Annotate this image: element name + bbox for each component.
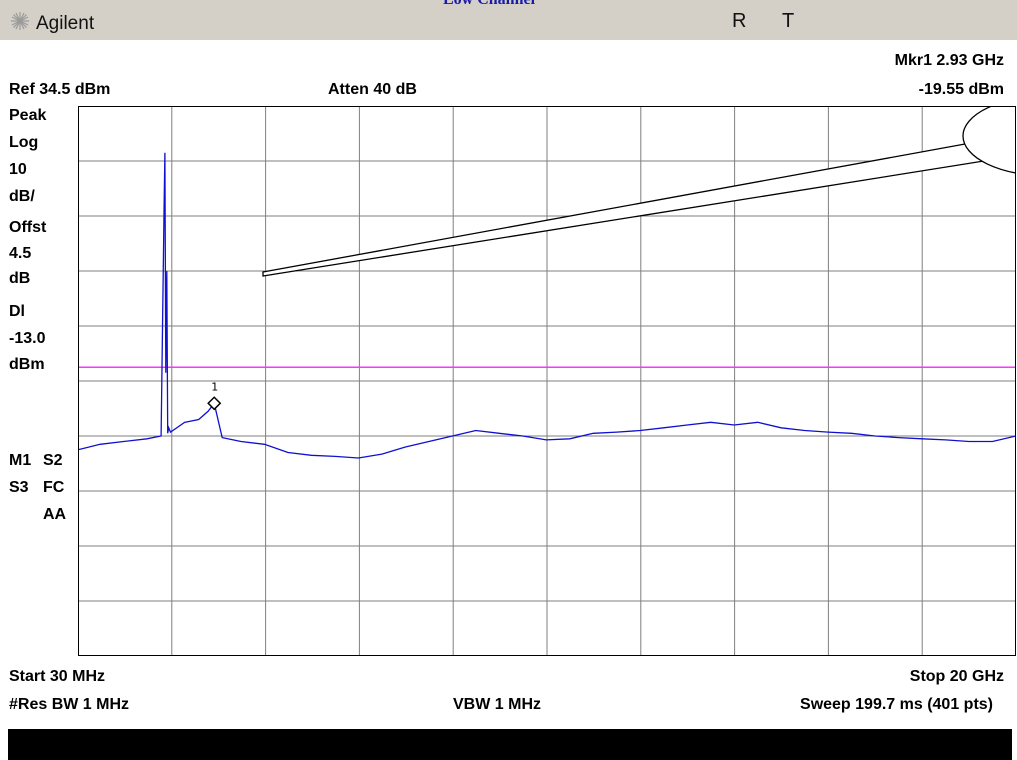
annotation-fc: FC — [43, 479, 65, 496]
display-line-value: -13.0 — [9, 330, 46, 347]
offset-value: 4.5 — [9, 245, 32, 262]
marker-label: 1 — [211, 380, 218, 393]
ref-level: Ref 34.5 dBm — [9, 81, 111, 98]
attenuation: Atten 40 dB — [328, 81, 417, 98]
status-t: T — [782, 10, 795, 32]
callout-pointer — [262, 141, 1016, 277]
softkey-bar — [8, 729, 1012, 760]
marker-1: 1 — [207, 380, 222, 411]
graticule-border — [78, 106, 1016, 656]
chart-caption: Low Channel — [443, 0, 535, 9]
start-frequency: Start 30 MHz — [9, 668, 106, 685]
marker-level: -19.55 dBm — [918, 81, 1004, 98]
display-line-label: Dl — [9, 303, 25, 320]
callout-bubble — [962, 106, 1016, 174]
marker-frequency: Mkr1 2.93 GHz — [894, 52, 1004, 69]
scale-type-label: Log — [9, 134, 39, 151]
brand: Agilent — [10, 11, 94, 37]
status-r: R — [732, 10, 747, 32]
stop-frequency: Stop 20 GHz — [909, 668, 1004, 685]
offset-label: Offst — [9, 219, 47, 236]
brand-name: Agilent — [36, 13, 95, 34]
detector-label: Peak — [9, 107, 47, 124]
marker-callout — [262, 106, 1016, 277]
scale-value-label: 10 — [9, 161, 27, 178]
graticule-grid — [78, 106, 1016, 656]
annotation-s2: S2 — [43, 452, 63, 469]
resolution-bandwidth: #Res BW 1 MHz — [9, 696, 130, 713]
annotation-s3: S3 — [9, 479, 29, 496]
annotation-aa: AA — [43, 506, 67, 523]
agilent-spark-icon — [10, 11, 30, 37]
annotation-m1: M1 — [9, 452, 32, 469]
title-bar: Low Channel Agilent R T — [0, 0, 1017, 40]
marker-diamond-icon — [207, 396, 222, 411]
offset-unit: dB — [9, 270, 31, 287]
display-line-unit: dBm — [9, 356, 45, 373]
spectrum-plot: 1 — [78, 106, 1016, 656]
sweep-time: Sweep 199.7 ms (401 pts) — [800, 696, 993, 713]
series-trace — [78, 152, 1016, 459]
scale-unit-label: dB/ — [9, 188, 35, 205]
video-bandwidth: VBW 1 MHz — [453, 696, 541, 713]
